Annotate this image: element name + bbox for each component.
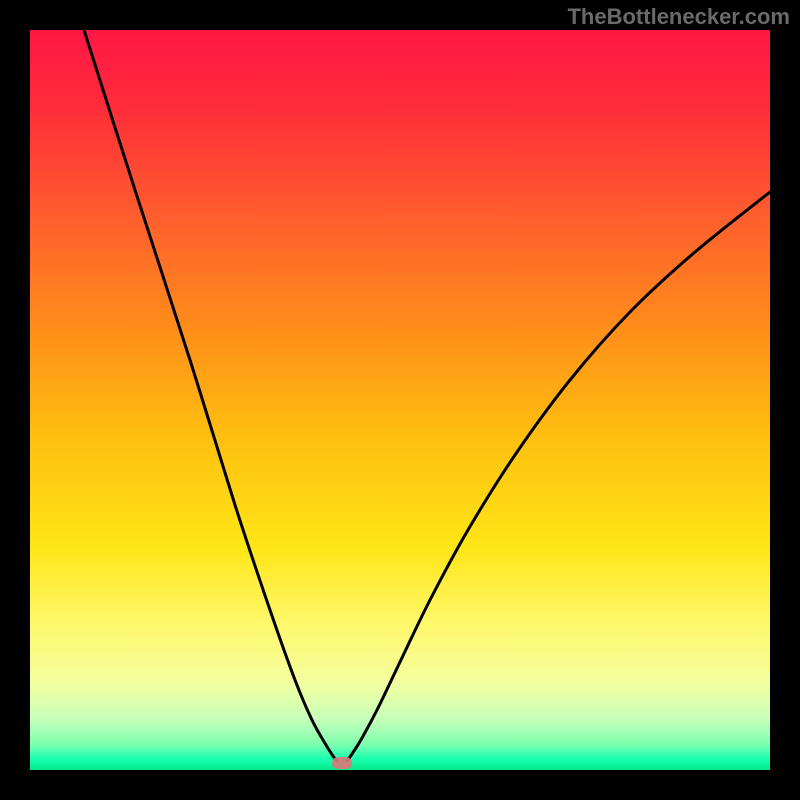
- bottleneck-curve: [30, 30, 770, 770]
- curve-left-branch: [84, 30, 337, 761]
- watermark-text: TheBottlenecker.com: [567, 4, 790, 30]
- curve-right-branch: [347, 192, 770, 761]
- plot-area: [30, 30, 770, 770]
- chart-frame: TheBottlenecker.com: [0, 0, 800, 800]
- vertex-marker: [332, 757, 352, 769]
